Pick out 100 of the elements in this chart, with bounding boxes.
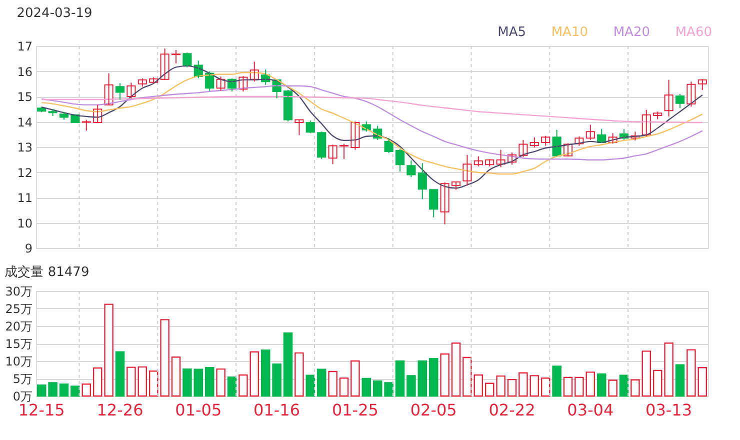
bar <box>204 367 214 397</box>
candlestick <box>406 160 416 178</box>
y-tick-label: 30万 <box>5 284 32 298</box>
bar <box>507 378 517 397</box>
bar <box>652 370 662 397</box>
bar <box>316 368 326 397</box>
candlestick <box>530 136 539 148</box>
y-tick-label: 15 <box>17 90 32 104</box>
x-tick-label: 01-16 <box>254 400 300 420</box>
bar <box>428 358 438 397</box>
line-series <box>41 65 703 189</box>
x-tick-label: 01-05 <box>175 400 222 420</box>
bar <box>384 382 394 397</box>
bar <box>59 384 69 397</box>
bar <box>272 364 282 397</box>
candlestick <box>294 119 304 136</box>
candlestick <box>541 135 550 146</box>
bar <box>216 368 226 397</box>
bar <box>372 380 382 397</box>
bar <box>362 378 372 397</box>
bar <box>418 360 428 397</box>
bar <box>182 368 192 397</box>
bar <box>350 360 360 397</box>
bar <box>104 304 114 397</box>
y-tick-label: 17 <box>17 40 32 54</box>
y-tick-label: 20万 <box>5 320 32 334</box>
bar <box>518 372 528 397</box>
text: MA60 <box>675 25 712 40</box>
bar <box>328 370 338 397</box>
y-tick-label: 0万 <box>12 390 32 404</box>
bar <box>484 382 494 397</box>
bar <box>70 386 80 397</box>
bar <box>406 375 416 397</box>
y-tick-label: 14 <box>17 115 32 130</box>
bar <box>552 366 562 397</box>
bar <box>619 374 629 397</box>
bar <box>160 319 170 397</box>
bar <box>686 349 696 397</box>
candlestick <box>675 93 685 109</box>
x-tick-label: 02-22 <box>488 400 536 420</box>
bar <box>451 342 461 397</box>
x-tick-label: 12-15 <box>18 400 65 420</box>
y-tick-label: 15万 <box>5 337 32 351</box>
y-tick-label: 13 <box>17 140 32 154</box>
candlestick <box>82 119 91 132</box>
bar <box>238 374 248 397</box>
bar <box>148 370 158 397</box>
chart-title: 2024-03-19 <box>16 6 92 21</box>
bar <box>530 375 540 397</box>
bar <box>462 356 472 397</box>
x-tick-label: 03-04 <box>567 400 614 420</box>
bar <box>115 351 125 397</box>
candlestick <box>328 144 338 165</box>
bar <box>138 366 148 397</box>
y-tick-label: 12 <box>17 166 32 180</box>
bar <box>540 378 550 397</box>
bar <box>339 378 349 397</box>
bar <box>675 364 685 397</box>
bar <box>563 376 573 397</box>
bar <box>440 353 450 397</box>
bar <box>698 367 708 397</box>
bar <box>586 372 596 397</box>
bar <box>126 366 136 397</box>
x-tick-label: 01-25 <box>332 400 378 420</box>
x-tick-label: 12-26 <box>96 400 144 420</box>
bar <box>171 356 181 397</box>
y-tick-label: 11 <box>17 191 32 205</box>
bar <box>306 374 316 397</box>
bar <box>194 368 204 397</box>
bar <box>260 350 270 397</box>
bar <box>294 352 304 397</box>
bar <box>630 379 640 397</box>
bar <box>574 376 584 397</box>
chart-title: 成交量 81479 <box>4 264 90 280</box>
bar <box>395 360 405 397</box>
bar <box>474 374 484 397</box>
bar <box>664 342 674 397</box>
y-tick-label: 5万 <box>12 372 32 386</box>
y-tick-label: 16 <box>17 64 32 79</box>
bar <box>250 351 260 397</box>
y-tick-label: 9 <box>24 242 32 256</box>
bar <box>642 350 652 397</box>
bar <box>82 384 92 397</box>
text: MA10 <box>551 25 588 40</box>
candlestick <box>171 50 181 64</box>
text: MA20 <box>613 25 650 40</box>
bar <box>92 367 102 397</box>
bar <box>48 382 58 397</box>
candlestick <box>653 111 662 120</box>
y-tick-label: 10万 <box>5 354 32 368</box>
x-tick-label: 02-05 <box>410 400 457 420</box>
text: MA5 <box>498 25 526 40</box>
bar <box>36 384 46 397</box>
x-tick-label: 03-13 <box>646 400 692 420</box>
bar <box>227 376 237 397</box>
y-tick-label: 25万 <box>5 302 32 316</box>
bar <box>608 380 618 397</box>
bar <box>596 373 606 397</box>
candlestick <box>339 143 349 160</box>
bar <box>283 332 293 397</box>
